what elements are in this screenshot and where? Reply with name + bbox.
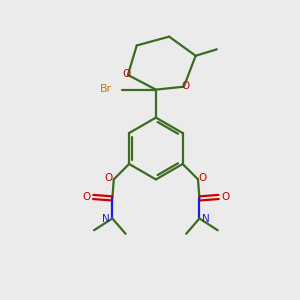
Text: N: N	[202, 214, 210, 224]
Text: Br: Br	[100, 84, 112, 94]
Text: O: O	[122, 69, 130, 79]
Text: N: N	[102, 214, 110, 224]
Text: O: O	[181, 81, 190, 91]
Text: O: O	[221, 192, 229, 202]
Text: O: O	[82, 192, 91, 202]
Text: O: O	[105, 173, 113, 183]
Text: O: O	[199, 173, 207, 183]
